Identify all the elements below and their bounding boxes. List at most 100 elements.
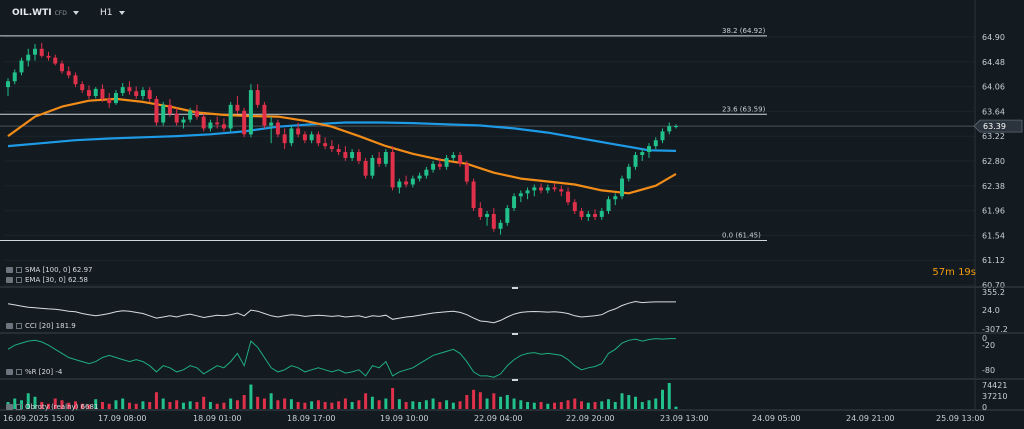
indicator-sma[interactable]: SMA [100, 0] 62.97 — [6, 266, 93, 274]
symbol-type-badge: CFD — [54, 10, 67, 17]
volume-bar — [67, 402, 71, 409]
volume-bar — [458, 401, 462, 409]
volume-bar — [586, 402, 590, 409]
volume-bar — [674, 406, 678, 409]
candle-body — [485, 213, 490, 217]
volume-bar — [310, 401, 314, 409]
pane-resize-handle[interactable] — [512, 379, 518, 381]
candle-body — [606, 199, 611, 212]
candle-body — [505, 208, 510, 223]
time-tick-label: 18.09 17:00 — [287, 414, 336, 423]
candle-body — [431, 163, 436, 170]
candle-body — [161, 104, 166, 123]
volume-bar — [195, 402, 199, 409]
candle-body — [566, 191, 571, 203]
volume-bar — [168, 402, 172, 409]
candle-body — [350, 152, 355, 158]
visibility-icon[interactable] — [16, 323, 22, 329]
cci-tick-label: 24.0 — [982, 306, 1000, 315]
volume-bar — [188, 401, 192, 409]
current-price-tag — [973, 119, 1023, 133]
candle-body — [336, 149, 341, 153]
volume-bar — [154, 392, 158, 409]
visibility-icon[interactable] — [16, 369, 22, 375]
settings-icon[interactable] — [6, 323, 13, 329]
volume-bar — [141, 401, 145, 409]
pane-resize-handle[interactable] — [512, 333, 518, 335]
symbol-selector[interactable]: OIL.WTI CFD — [12, 8, 79, 18]
candle-body — [282, 134, 287, 144]
candle-body — [208, 122, 213, 129]
visibility-icon[interactable] — [16, 404, 22, 410]
cci-line — [7, 300, 676, 324]
visibility-icon[interactable] — [16, 277, 22, 283]
volume-bar — [262, 398, 266, 409]
price-tick-label: 64.48 — [982, 58, 1005, 67]
candle-body — [296, 128, 301, 135]
timeframe-selector[interactable]: H1 — [100, 8, 125, 18]
settings-icon[interactable] — [6, 404, 13, 410]
indicator-wr[interactable]: %R [20] -4 — [6, 368, 62, 376]
candle-body — [491, 213, 496, 229]
volume-bar — [175, 400, 179, 409]
candle-body — [188, 110, 193, 120]
volume-bar — [667, 383, 671, 409]
volume-bar — [364, 393, 368, 409]
volume-bar — [600, 401, 604, 409]
candle-body — [100, 88, 105, 99]
volume-bar — [276, 400, 280, 409]
candle-body — [248, 90, 253, 135]
candle-body — [194, 110, 199, 117]
volume-bar — [661, 389, 665, 409]
volume-bar — [451, 402, 455, 409]
indicator-ema[interactable]: EMA [30, 0] 62.58 — [6, 276, 88, 284]
time-tick-label: 25.09 13:00 — [936, 414, 985, 423]
time-tick-label: 17.09 08:00 — [98, 414, 147, 423]
volume-bar — [634, 396, 638, 409]
candle-body — [674, 126, 678, 128]
volume-tick-label: 37210 — [982, 392, 1007, 401]
time-tick-label: 24.09 21:00 — [846, 414, 895, 423]
volume-bar — [303, 402, 307, 409]
visibility-icon[interactable] — [16, 267, 22, 273]
volume-bar — [13, 398, 17, 409]
candle-body — [147, 90, 152, 99]
candle-body — [478, 208, 483, 217]
volume-bar — [73, 401, 77, 409]
volume-bar — [573, 398, 577, 409]
volume-bar — [148, 402, 152, 409]
settings-icon[interactable] — [6, 369, 13, 375]
time-tick-label: 24.09 05:00 — [752, 414, 801, 423]
indicator-volume[interactable]: Obroty (realny) 6681 — [6, 403, 98, 411]
volume-bar — [289, 399, 293, 409]
candle-body — [221, 124, 226, 129]
volume-bar — [60, 400, 64, 409]
volume-bar — [208, 402, 212, 409]
ema-label: EMA [30, 0] 62.58 — [25, 276, 89, 284]
pane-resize-handle[interactable] — [512, 287, 518, 289]
volume-bar — [478, 392, 482, 409]
settings-icon[interactable] — [6, 267, 13, 273]
candle-body — [532, 187, 537, 191]
indicator-cci[interactable]: CCI [20] 181.9 — [6, 322, 76, 330]
volume-bar — [330, 402, 334, 409]
settings-icon[interactable] — [6, 277, 13, 283]
fib-level-label: 38.2 (64.92) — [722, 27, 766, 35]
candle-body — [559, 189, 564, 192]
candle-body — [32, 48, 37, 55]
volume-bar — [242, 395, 246, 409]
wr-label: %R [20] -4 — [25, 368, 63, 376]
candle-body — [451, 154, 456, 158]
volume-bar — [229, 398, 233, 409]
chevron-down-icon — [118, 10, 125, 15]
volume-bar — [249, 384, 253, 409]
candle-body — [19, 60, 24, 73]
sma-label: SMA [100, 0] 62.97 — [25, 266, 93, 274]
volume-bar — [121, 398, 125, 409]
candle-body — [86, 90, 91, 96]
price-tick-label: 64.90 — [982, 33, 1005, 42]
volume-bar — [384, 398, 388, 409]
candle-body — [343, 152, 348, 158]
candle-body — [46, 55, 51, 58]
